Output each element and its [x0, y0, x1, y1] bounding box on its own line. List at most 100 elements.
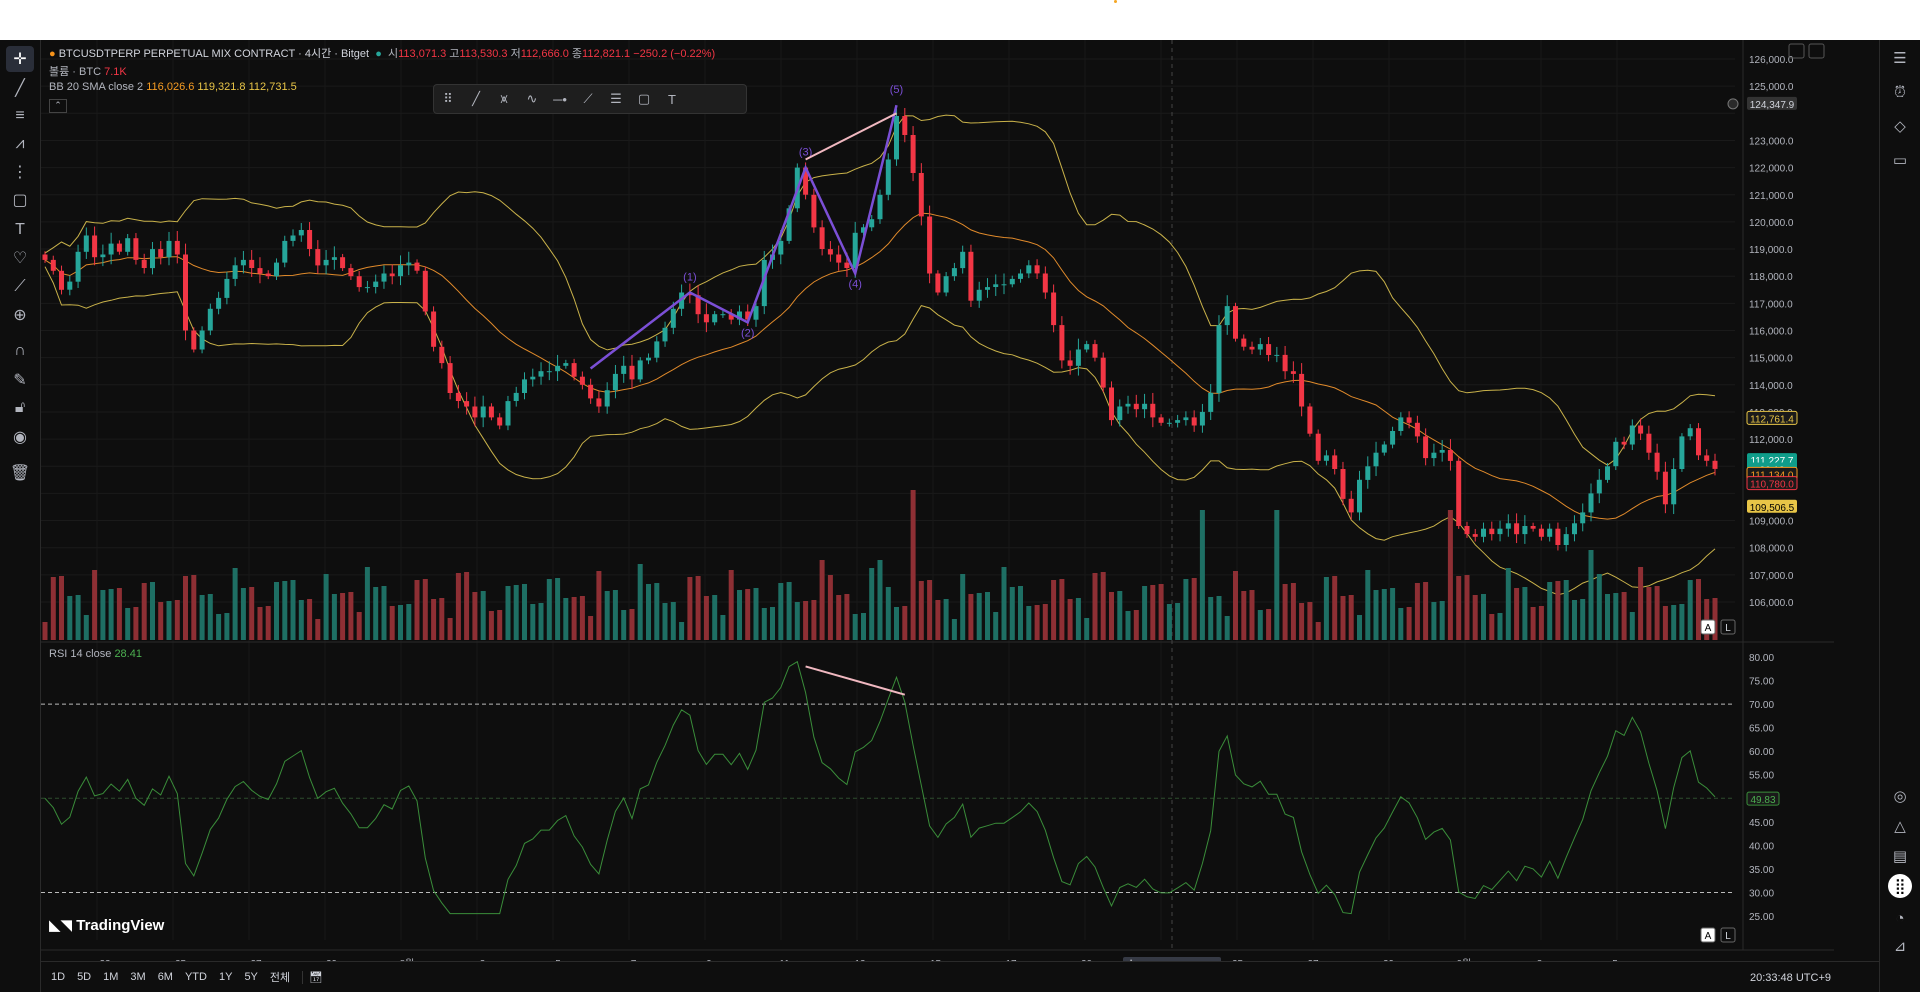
rectangle-icon[interactable]: ▢ — [12, 192, 28, 209]
crosshair-icon[interactable]: ✛ — [6, 46, 34, 72]
pencil-lock-icon[interactable]: ✎ — [13, 372, 27, 389]
candle-body — [1629, 425, 1635, 445]
clock[interactable]: 20:33:48 UTC+9 — [1749, 972, 1831, 984]
lock-icon[interactable]: 🔓︎ — [14, 399, 26, 416]
ruler-icon[interactable]: ⟋ — [14, 278, 26, 295]
volume-bar — [1646, 587, 1652, 640]
text-icon[interactable]: T — [15, 221, 25, 238]
candle-body — [1282, 354, 1288, 372]
candle-body — [745, 311, 751, 320]
bb-lower-line — [44, 266, 1716, 596]
chat-icon[interactable]: ▭ — [1892, 152, 1908, 169]
bb-upper-value: 119,321.8 — [197, 81, 246, 93]
volume-bar — [50, 577, 56, 640]
volume-bar — [596, 571, 602, 640]
candle-body — [274, 262, 279, 277]
watchlist-icon[interactable]: ☰ — [1893, 50, 1907, 67]
trend-line-icon[interactable]: ╱ — [15, 80, 25, 97]
candle-body — [1266, 344, 1272, 355]
zoom-icon[interactable]: ⊕ — [13, 307, 27, 324]
collapse-legend-button[interactable]: ⌃ — [49, 99, 67, 113]
range-6m[interactable]: 6M — [157, 971, 173, 983]
volume-bar — [406, 604, 412, 640]
candle-body — [1290, 371, 1296, 374]
trash-icon[interactable]: 🗑︎ — [9, 465, 31, 482]
candle-body — [447, 363, 453, 393]
target-icon[interactable]: ◎ — [1893, 788, 1907, 805]
pattern-icon[interactable]: ⩘ — [15, 135, 25, 152]
volume-bar — [1555, 581, 1561, 640]
goto-date-icon[interactable]: 📅︎ — [302, 970, 329, 984]
chart-area[interactable]: (1) (2) (3) (4) (5) 126,000.0 125,000.0 124,347… — [41, 40, 1867, 992]
candle-body — [786, 208, 792, 241]
alerts-icon[interactable]: ⏰︎ — [1894, 83, 1906, 101]
magnet-icon[interactable]: ∩ — [14, 342, 26, 359]
candle-body — [646, 357, 651, 361]
range-5y[interactable]: 5Y — [244, 971, 258, 983]
heart-icon[interactable]: ♡ — [12, 250, 28, 267]
volume-bar — [993, 612, 999, 640]
tradingview-logo[interactable]: ◣◥ TradingView — [49, 916, 164, 934]
wave-icon[interactable]: ∿ — [526, 91, 538, 106]
volume-bar — [1671, 605, 1677, 640]
range-1m[interactable]: 1M — [103, 971, 119, 983]
range-5d[interactable]: 5D — [77, 971, 92, 983]
volume-bar — [1621, 592, 1627, 640]
volume-legend[interactable]: 볼륨 · BTC 7.1K — [49, 63, 127, 79]
grid-icon[interactable]: ⣿ — [1888, 874, 1912, 898]
candle-body — [844, 262, 850, 268]
download-icon — [1788, 43, 1805, 59]
volume-bar — [1423, 582, 1429, 640]
volume-bar — [497, 610, 503, 640]
candle-body — [803, 167, 809, 195]
candle-body — [1158, 417, 1164, 423]
floating-drawing-toolbar: ⠿ ╱ ⩙ ∿ ─• ⟋ ☰ ▢ T — [433, 84, 747, 114]
measure-icon[interactable]: ⋮ — [12, 164, 28, 181]
left-drawing-toolbar: ✛ ╱ ≡ ⩘ ⋮ ▢ T ♡ ⟋ ⊕ ∩ ✎ 🔓︎ ◉ 🗑︎ — [0, 40, 41, 992]
range-1d[interactable]: 1D — [51, 971, 66, 983]
range-3m[interactable]: 3M — [130, 971, 146, 983]
path-icon[interactable]: ⟋ — [583, 91, 593, 106]
candle-body — [75, 251, 81, 282]
volume-bar — [720, 615, 726, 640]
symbol-title[interactable]: BTCUSDTPERP PERPETUAL MIX CONTRACT · 4시간… — [58, 48, 370, 60]
candle-body — [596, 398, 602, 407]
bell-icon[interactable]: ⊿ — [1893, 938, 1907, 955]
candle-body — [257, 268, 263, 274]
volume-bar — [59, 576, 64, 640]
grip-icon[interactable]: ⠿ — [443, 91, 453, 106]
candle-body — [92, 235, 98, 258]
auto-scale-button — [1700, 619, 1716, 635]
range-ytd[interactable]: YTD — [184, 971, 207, 983]
bottom-range-bar: 1D 5D 1M 3M 6M YTD 1Y 5Y 전체 📅︎ 20:33:48 … — [41, 961, 1879, 992]
volume-bar — [1332, 576, 1338, 640]
candle-body — [1150, 403, 1156, 418]
bb-legend[interactable]: BB 20 SMA close 2 116,026.6 119,321.8 11… — [49, 81, 297, 93]
trend-line-icon[interactable]: ╱ — [472, 91, 480, 106]
volume-bar — [1084, 618, 1090, 640]
range-1y[interactable]: 1Y — [218, 971, 233, 983]
price-axis-label: 116,000.0 — [1749, 327, 1793, 338]
text-icon[interactable]: T — [668, 91, 676, 107]
rsi-legend[interactable]: RSI 14 close 28.41 — [49, 648, 142, 660]
layers-icon[interactable]: ◇ — [1894, 118, 1906, 135]
candle-body — [538, 371, 544, 377]
chart-canvas[interactable]: (1) (2) (3) (4) (5) 126,000.0 125,000.0 124,347… — [41, 40, 1867, 992]
rss-icon[interactable]: ◔ — [1895, 909, 1905, 927]
fib-icon[interactable]: ≡ — [15, 107, 25, 124]
ideas-icon[interactable]: △ — [1894, 818, 1906, 835]
rectangle-icon[interactable]: ▢ — [637, 91, 651, 106]
calendar-icon[interactable]: ▤ — [1892, 848, 1908, 865]
volume-bar — [538, 603, 544, 640]
range-all[interactable]: 전체 — [269, 972, 291, 984]
browser-top-area — [0, 0, 1920, 40]
volume-bar — [918, 581, 924, 640]
candle-body — [951, 268, 957, 277]
eye-icon[interactable]: ◉ — [13, 429, 27, 446]
volume-bar — [1299, 603, 1305, 640]
horizontal-ray-icon[interactable]: ─• — [553, 91, 567, 107]
volume-bar — [422, 579, 428, 640]
pattern-icon[interactable]: ⩙ — [500, 91, 508, 106]
candle-body — [191, 330, 197, 350]
parallel-channel-icon[interactable]: ☰ — [610, 91, 622, 106]
